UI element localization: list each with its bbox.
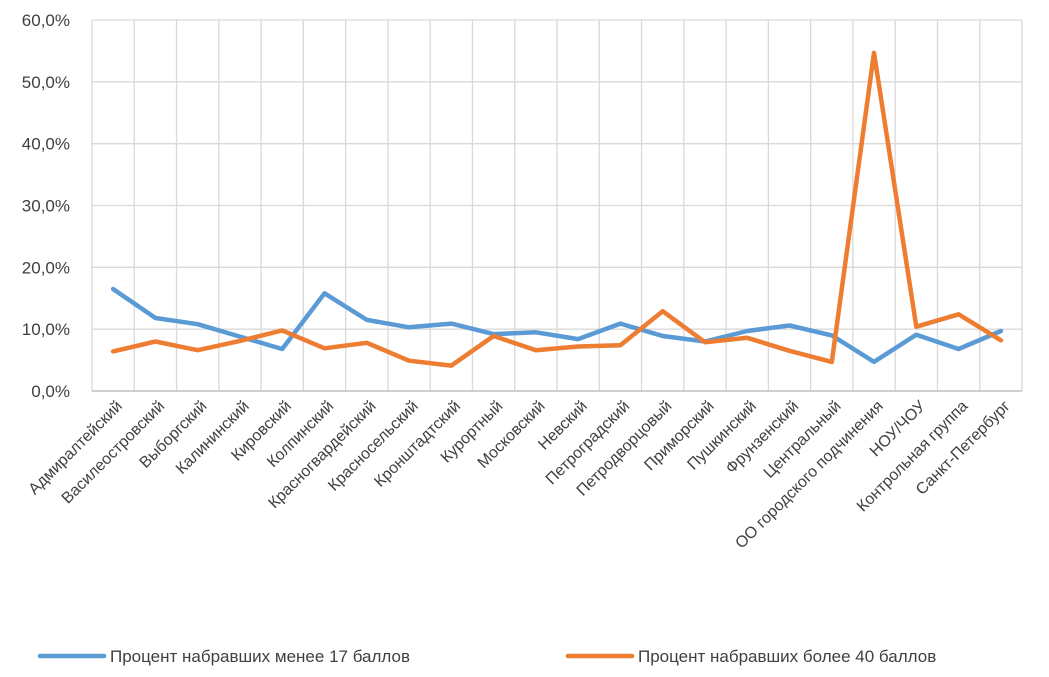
y-tick-label: 10,0% [22, 320, 70, 339]
y-tick-label: 20,0% [22, 258, 70, 277]
y-tick-label: 50,0% [22, 73, 70, 92]
y-tick-label: 0,0% [31, 382, 70, 401]
y-tick-label: 30,0% [22, 197, 70, 216]
legend-label-1: Процент набравших менее 17 баллов [110, 647, 410, 666]
legend: Процент набравших менее 17 баллов Процент… [37, 647, 936, 666]
y-tick-label: 40,0% [22, 135, 70, 154]
y-axis: 0,0% 10,0% 20,0% 30,0% 40,0% 50,0% 60,0% [22, 11, 70, 401]
y-tick-label: 60,0% [22, 11, 70, 30]
x-axis: АдмиралтейскийВасилеостровскийВыборгский… [26, 390, 1022, 552]
legend-label-2: Процент набравших более 40 баллов [638, 647, 936, 666]
x-tick-label: Калининский [173, 398, 253, 478]
series-line-2 [110, 50, 1004, 368]
series-line-1 [110, 286, 1004, 365]
series-lines [110, 50, 1004, 368]
